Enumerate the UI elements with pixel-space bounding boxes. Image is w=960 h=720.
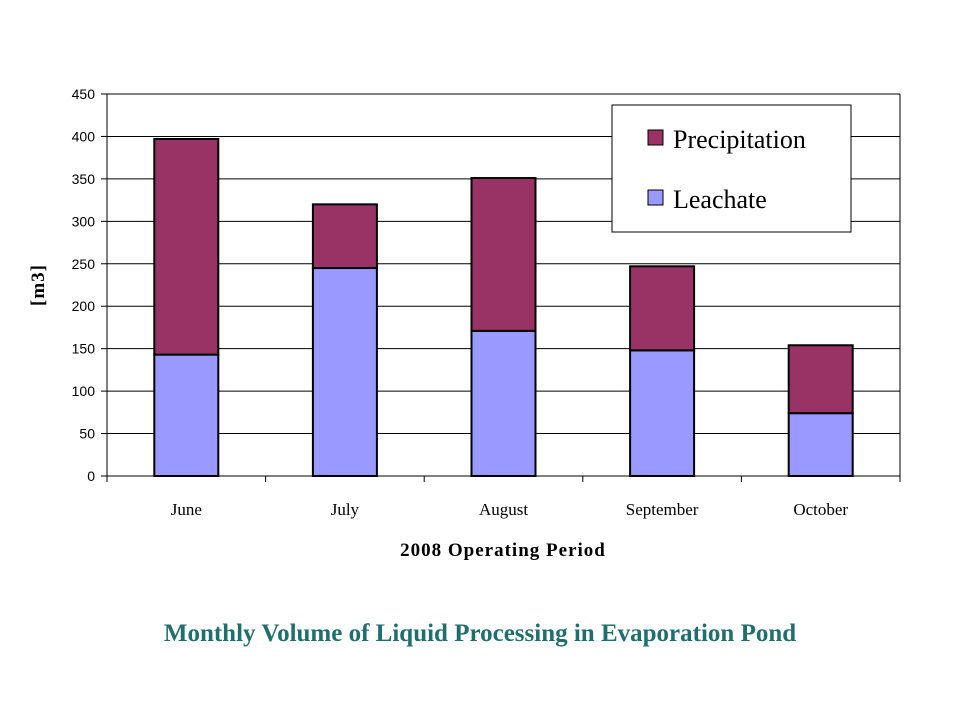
bar-precipitation-july [311, 203, 378, 270]
legend-label-leachate: Leachate [673, 185, 767, 214]
bar-precipitation-september [629, 265, 696, 352]
bar-leachate-july [311, 267, 378, 477]
y-tick-label: 100 [72, 383, 96, 399]
x-tick-label: October [793, 500, 848, 519]
y-axis-title: [m3] [28, 264, 49, 306]
bars [153, 137, 854, 477]
y-tick-labels: 0 50 100 150 200 250 300 350 400 450 [72, 86, 96, 484]
y-tick-label: 0 [87, 468, 95, 484]
bar-leachate-june [153, 353, 220, 477]
y-tick-label: 200 [72, 298, 96, 314]
x-axis-title: 2008 Operating Period [400, 540, 606, 561]
y-tick-label: 350 [72, 171, 96, 187]
bar-leachate-september [629, 349, 696, 477]
y-tick-label: 250 [72, 256, 96, 272]
bar-precipitation-june [153, 137, 220, 356]
bar-leachate-august [470, 329, 537, 477]
y-tick-label: 50 [79, 426, 95, 442]
x-tick-label: August [479, 500, 528, 519]
y-tick-label: 450 [72, 86, 96, 102]
y-tick-label: 150 [72, 341, 96, 357]
y-tick-label: 300 [72, 213, 96, 229]
bar-leachate-october [787, 412, 854, 477]
x-tick-label: September [626, 500, 699, 519]
bar-precipitation-october [787, 344, 854, 415]
legend: Precipitation Leachate [611, 104, 852, 233]
legend-swatch-leachate [647, 189, 664, 206]
x-tick-label: July [331, 500, 360, 519]
legend-box [611, 104, 852, 233]
x-tick-labels: June July August September October [171, 500, 849, 519]
stacked-bar-chart: 0 50 100 150 200 250 300 350 400 450 June July Augu… [28, 86, 901, 561]
x-tick-label: June [171, 500, 202, 519]
legend-label-precipitation: Precipitation [673, 125, 806, 154]
bar-precipitation-august [470, 177, 537, 332]
axes [101, 93, 901, 482]
caption: Monthly Volume of Liquid Processing in E… [163, 620, 797, 647]
legend-swatch-precipitation [647, 129, 664, 146]
y-tick-label: 400 [72, 128, 96, 144]
